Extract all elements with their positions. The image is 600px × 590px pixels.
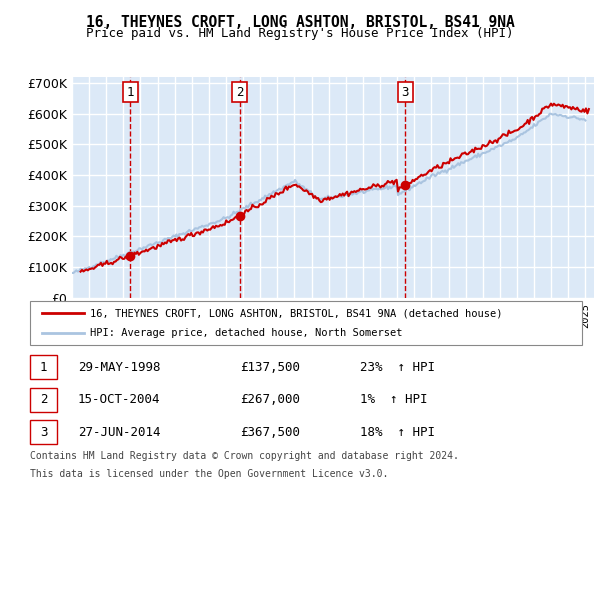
Text: Contains HM Land Registry data © Crown copyright and database right 2024.: Contains HM Land Registry data © Crown c… bbox=[30, 451, 459, 461]
Text: 1: 1 bbox=[127, 86, 134, 99]
Text: HPI: Average price, detached house, North Somerset: HPI: Average price, detached house, Nort… bbox=[90, 328, 403, 337]
Text: 23%  ↑ HPI: 23% ↑ HPI bbox=[360, 360, 435, 374]
Text: £367,500: £367,500 bbox=[240, 425, 300, 439]
Text: 16, THEYNES CROFT, LONG ASHTON, BRISTOL, BS41 9NA (detached house): 16, THEYNES CROFT, LONG ASHTON, BRISTOL,… bbox=[90, 309, 503, 318]
Text: £137,500: £137,500 bbox=[240, 360, 300, 374]
Text: 15-OCT-2004: 15-OCT-2004 bbox=[78, 393, 161, 407]
Text: This data is licensed under the Open Government Licence v3.0.: This data is licensed under the Open Gov… bbox=[30, 469, 388, 479]
Text: Price paid vs. HM Land Registry's House Price Index (HPI): Price paid vs. HM Land Registry's House … bbox=[86, 27, 514, 40]
Text: 2: 2 bbox=[40, 393, 47, 407]
Text: 18%  ↑ HPI: 18% ↑ HPI bbox=[360, 425, 435, 439]
Text: 3: 3 bbox=[401, 86, 409, 99]
Text: 29-MAY-1998: 29-MAY-1998 bbox=[78, 360, 161, 374]
Text: 1%  ↑ HPI: 1% ↑ HPI bbox=[360, 393, 427, 407]
Text: 16, THEYNES CROFT, LONG ASHTON, BRISTOL, BS41 9NA: 16, THEYNES CROFT, LONG ASHTON, BRISTOL,… bbox=[86, 15, 514, 30]
Text: 1: 1 bbox=[40, 360, 47, 374]
Text: 2: 2 bbox=[236, 86, 244, 99]
Text: 27-JUN-2014: 27-JUN-2014 bbox=[78, 425, 161, 439]
Text: £267,000: £267,000 bbox=[240, 393, 300, 407]
Text: 3: 3 bbox=[40, 425, 47, 439]
